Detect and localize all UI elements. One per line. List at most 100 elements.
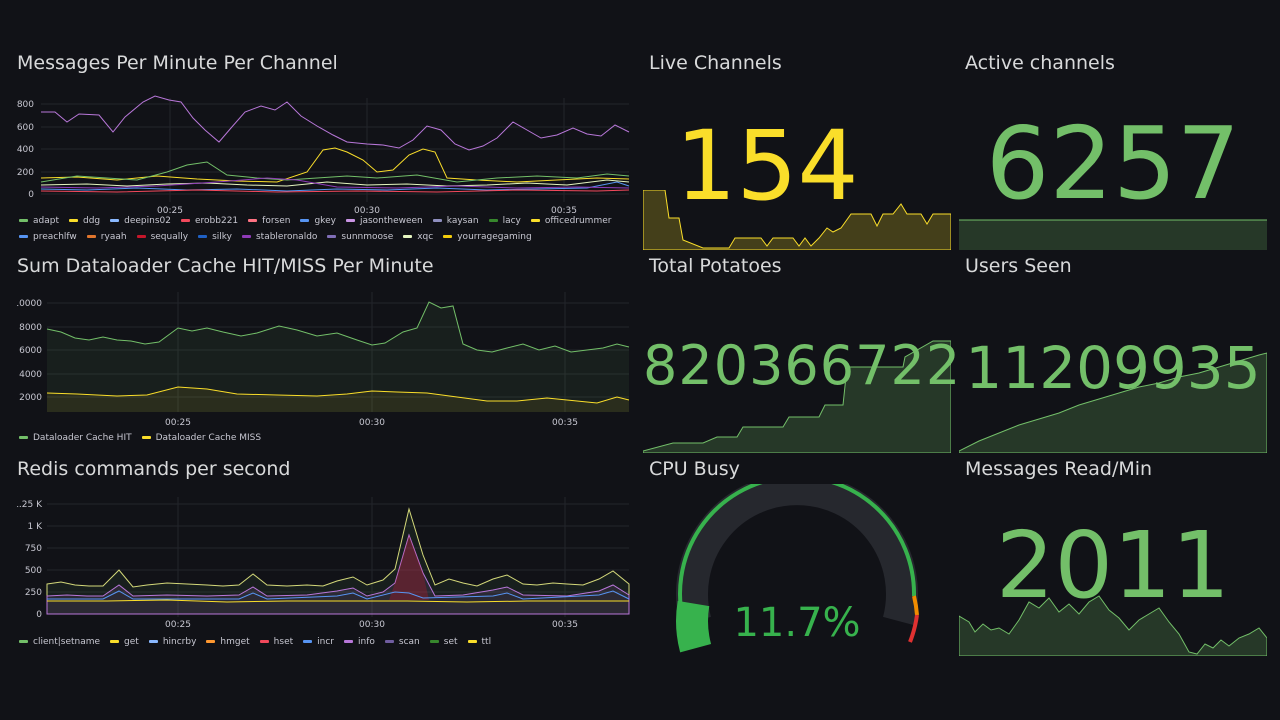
legend-item-info[interactable]: info — [344, 634, 375, 650]
legend-item-yourragegaming[interactable]: yourragegaming — [443, 229, 532, 245]
redis-spike-red — [389, 535, 429, 600]
series-line-lightyellow — [40, 179, 630, 187]
cache-hit-line — [46, 301, 630, 353]
legend-item-dataloader-cache-miss[interactable]: Dataloader Cache MISS — [141, 430, 262, 446]
y-tick: 0 — [28, 190, 34, 200]
panel-title-live-channels[interactable]: Live Channels — [649, 52, 782, 74]
panel-title-messages-per-minute[interactable]: Messages Per Minute Per Channel — [17, 52, 338, 74]
gauge-threshold-green — [678, 484, 917, 625]
legend-item-stableronaldo[interactable]: stableronaldo — [241, 229, 317, 245]
legend-swatch — [248, 219, 258, 222]
cpu-busy-value: 11.7% — [733, 600, 861, 646]
y-tick: 1.25 K — [17, 500, 43, 510]
legend-item-incr[interactable]: incr — [303, 634, 334, 650]
x-tick: 00:25 — [157, 206, 183, 214]
legend-label: jasontheween — [359, 216, 423, 226]
dataloader-chart[interactable]: 10000 8000 6000 4000 2000 00:25 00:30 00… — [17, 288, 632, 428]
legend-item-gkey[interactable]: gkey — [300, 213, 336, 229]
gauge-value-arc — [676, 600, 712, 653]
legend-item-ryaah[interactable]: ryaah — [86, 229, 127, 245]
panel-title-users-seen[interactable]: Users Seen — [965, 255, 1072, 277]
legend-label: Dataloader Cache MISS — [155, 433, 262, 443]
x-tick: 00:25 — [165, 418, 191, 428]
legend-swatch — [198, 235, 208, 238]
users-seen-value: 11209935 — [965, 334, 1261, 402]
legend-swatch — [110, 219, 120, 222]
legend-item-preachlfw[interactable]: preachlfw — [19, 229, 77, 245]
legend-swatch — [206, 640, 216, 643]
legend-label: get — [124, 637, 139, 647]
legend-swatch — [530, 219, 540, 222]
legend-item-erobb221[interactable]: erobb221 — [181, 213, 238, 229]
live-channels-value: 154 — [675, 110, 859, 222]
legend-label: xqc — [417, 232, 434, 242]
cache-hit-area — [47, 302, 629, 412]
legend-label: set — [443, 637, 458, 647]
legend-label: officedrummer — [544, 216, 612, 226]
redis-chart[interactable]: 1.25 K 1 K 750 500 250 0 00:25 00:30 00:… — [17, 495, 632, 635]
x-tick: 00:30 — [359, 418, 385, 428]
redis-line-yellow — [47, 599, 629, 603]
legend-item-set[interactable]: set — [429, 634, 458, 650]
y-tick: 0 — [36, 610, 42, 620]
legend-swatch — [19, 436, 28, 439]
y-tick: 4000 — [19, 370, 42, 380]
legend-swatch — [384, 640, 394, 643]
y-tick: 500 — [25, 566, 42, 576]
legend-label: adapt — [33, 216, 59, 226]
legend-item-hincrby[interactable]: hincrby — [148, 634, 196, 650]
messages-chart[interactable]: 800 600 400 200 0 00:25 00:30 00:35 — [17, 90, 632, 214]
legend-item-get[interactable]: get — [110, 634, 139, 650]
legend-item-kaysan[interactable]: kaysan — [432, 213, 479, 229]
legend-label: sequally — [150, 232, 189, 242]
legend-item-sunnmoose[interactable]: sunnmoose — [327, 229, 393, 245]
legend-item-client-setname[interactable]: client|setname — [19, 634, 100, 650]
panel-total-potatoes: Total Potatoes 820366722 — [643, 255, 960, 453]
legend-item-officedrummer[interactable]: officedrummer — [530, 213, 612, 229]
panel-title-active-channels[interactable]: Active channels — [965, 52, 1115, 74]
series-line-blue — [40, 181, 630, 192]
legend-item-xqc[interactable]: xqc — [403, 229, 433, 245]
panel-cpu-busy: CPU Busy 11.7% — [643, 458, 951, 656]
messages-legend: adapt ddg deepins02 erobb221 forsen gkey jason… — [19, 213, 629, 245]
x-tick: 00:35 — [552, 418, 578, 428]
legend-swatch — [241, 235, 251, 238]
series-line-violet — [40, 177, 630, 189]
panel-redis-commands: Redis commands per second 1.25 K 1 K 750… — [17, 458, 632, 650]
panel-title-dataloader-cache[interactable]: Sum Dataloader Cache HIT/MISS Per Minute — [17, 255, 434, 277]
legend-item-adapt[interactable]: adapt — [19, 213, 59, 229]
legend-label: kaysan — [446, 216, 479, 226]
legend-item-silky[interactable]: silky — [198, 229, 232, 245]
legend-item-sequally[interactable]: sequally — [136, 229, 189, 245]
legend-item-deepins02[interactable]: deepins02 — [110, 213, 171, 229]
legend-item-scan[interactable]: scan — [384, 634, 420, 650]
redis-line-blue — [47, 590, 630, 600]
series-line-yellow — [40, 147, 630, 183]
legend-label: Dataloader Cache HIT — [33, 433, 132, 443]
panel-title-total-potatoes[interactable]: Total Potatoes — [649, 255, 782, 277]
legend-label: ddg — [83, 216, 101, 226]
panel-title-messages-read[interactable]: Messages Read/Min — [965, 458, 1153, 480]
legend-item-hset[interactable]: hset — [259, 634, 293, 650]
panel-title-cpu-busy[interactable]: CPU Busy — [649, 458, 740, 480]
legend-item-ttl[interactable]: ttl — [467, 634, 491, 650]
legend-item-jasontheween[interactable]: jasontheween — [345, 213, 423, 229]
series-line-purple — [41, 95, 630, 151]
legend-item-lacy[interactable]: lacy — [488, 213, 521, 229]
legend-label: erobb221 — [195, 216, 239, 226]
panel-title-redis-commands[interactable]: Redis commands per second — [17, 458, 291, 480]
legend-item-hmget[interactable]: hmget — [206, 634, 250, 650]
legend-label: ryaah — [100, 232, 127, 242]
panel-messages-read: Messages Read/Min 2011 — [959, 458, 1267, 656]
legend-item-dataloader-cache-hit[interactable]: Dataloader Cache HIT — [19, 430, 132, 446]
legend-item-forsen[interactable]: forsen — [248, 213, 290, 229]
legend-item-ddg[interactable]: ddg — [69, 213, 100, 229]
cpu-gauge[interactable] — [643, 484, 951, 656]
legend-label: yourragegaming — [457, 232, 532, 242]
redis-stack-yellowgreen — [46, 507, 630, 615]
legend-swatch — [327, 235, 337, 238]
redis-stack-purple — [46, 533, 630, 615]
y-tick: 750 — [25, 544, 42, 554]
legend-swatch — [19, 640, 28, 643]
messages-gridlines — [41, 98, 629, 202]
